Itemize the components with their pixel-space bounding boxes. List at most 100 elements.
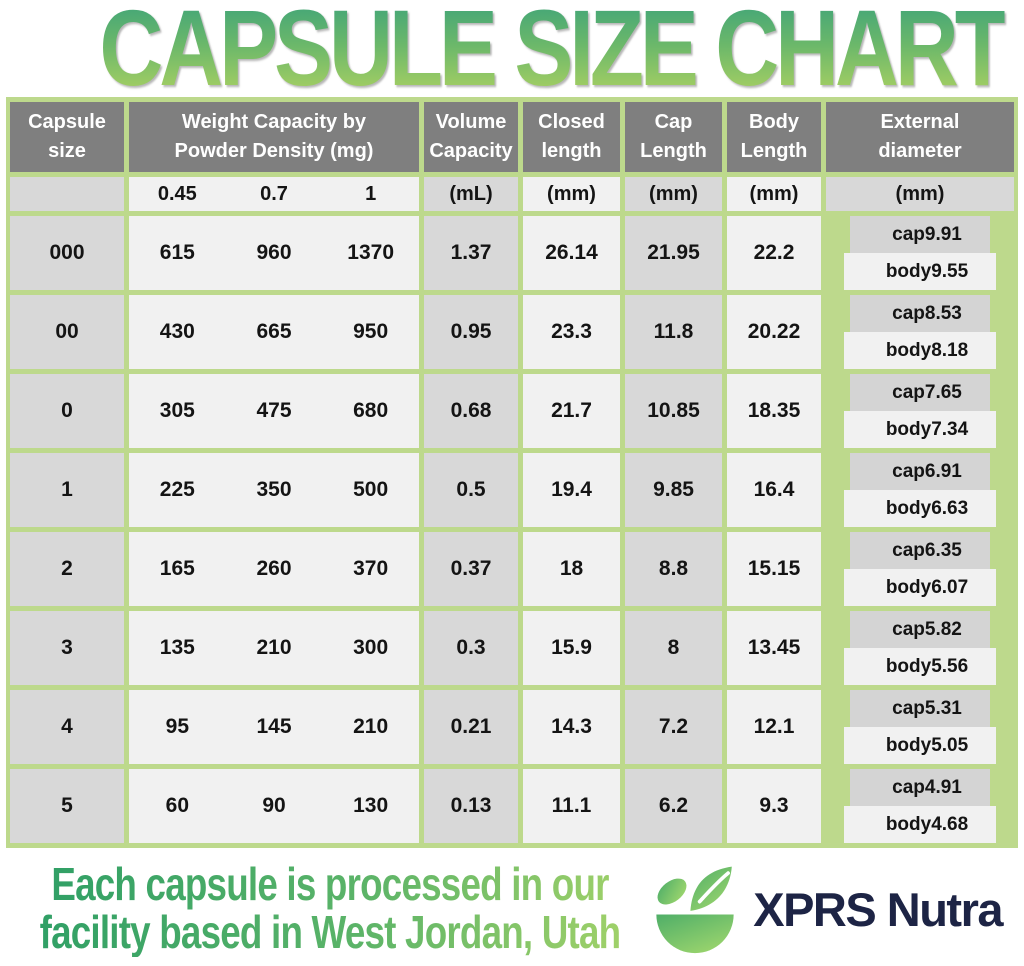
external-body-value: 6.63 [931, 497, 969, 519]
weight-045: 95 [165, 715, 189, 738]
cell-closed-length: 15.9 [523, 611, 620, 685]
weight-1: 130 [353, 794, 389, 817]
cell-external-diameter: cap 8.53 body 8.18 [826, 295, 1014, 369]
weight-07: 260 [256, 557, 292, 580]
cell-size: 000 [10, 216, 124, 290]
cell-closed-length: 21.7 [523, 374, 620, 448]
external-body-label: body [885, 497, 932, 519]
cell-body-length: 20.22 [727, 295, 821, 369]
weight-07: 350 [256, 478, 292, 501]
external-cap-subrow: cap 4.91 [850, 769, 990, 806]
cell-body-length: 16.4 [727, 453, 821, 527]
cell-external-diameter: cap 9.91 body 9.55 [826, 216, 1014, 290]
cell-cap-length: 8.8 [625, 532, 722, 606]
weight-1: 370 [353, 557, 389, 580]
external-cap-value: 6.91 [924, 460, 962, 482]
cell-external-diameter: cap 5.82 body 5.56 [826, 611, 1014, 685]
external-cap-value: 5.31 [924, 697, 962, 719]
cell-weights: 135 210 300 [129, 611, 419, 685]
external-cap-value: 9.91 [924, 223, 962, 245]
external-body-value: 6.07 [931, 576, 969, 598]
cell-cap-length: 9.85 [625, 453, 722, 527]
unit-external: (mm) [826, 177, 1014, 211]
unit-density-1: 1 [365, 182, 377, 205]
cell-cap-length: 10.85 [625, 374, 722, 448]
external-cap-value: 8.53 [924, 302, 962, 324]
cell-external-diameter: cap 5.31 body 5.05 [826, 690, 1014, 764]
cell-cap-length: 21.95 [625, 216, 722, 290]
external-body-subrow: body 9.55 [843, 253, 997, 290]
brand-logo: XPRS Nutra [649, 863, 1003, 955]
weight-045: 305 [159, 399, 195, 422]
external-body-value: 7.34 [931, 418, 969, 440]
page-title-text: CAPSULE SIZE CHART [99, 0, 1008, 108]
external-cap-subrow: cap 9.91 [850, 216, 990, 253]
external-cap-value: 5.82 [924, 618, 962, 640]
cell-cap-length: 6.2 [625, 769, 722, 843]
unit-volume: (mL) [424, 177, 518, 211]
weight-07: 90 [262, 794, 286, 817]
brand-name: XPRS Nutra [753, 882, 1003, 936]
weight-07: 145 [256, 715, 292, 738]
external-cap-label: cap [892, 460, 925, 482]
cell-size: 5 [10, 769, 124, 843]
external-body-subrow: body 7.34 [843, 411, 997, 448]
weight-1: 300 [353, 636, 389, 659]
cell-volume: 0.13 [424, 769, 518, 843]
external-body-value: 8.18 [931, 339, 969, 361]
unit-density-045: 0.45 [157, 182, 197, 205]
cell-size: 2 [10, 532, 124, 606]
cell-volume: 0.5 [424, 453, 518, 527]
unit-cap: (mm) [625, 177, 722, 211]
external-body-subrow: body 5.56 [843, 648, 997, 685]
external-body-value: 5.05 [931, 734, 969, 756]
weight-045: 430 [159, 320, 195, 343]
cell-body-length: 15.15 [727, 532, 821, 606]
cell-size: 0 [10, 374, 124, 448]
external-body-label: body [885, 260, 932, 282]
external-cap-value: 4.91 [924, 776, 962, 798]
weight-045: 135 [159, 636, 195, 659]
external-body-value: 9.55 [931, 260, 969, 282]
weight-045: 165 [159, 557, 195, 580]
header-cap-length: Cap Length [625, 102, 722, 172]
cell-closed-length: 19.4 [523, 453, 620, 527]
external-cap-label: cap [892, 381, 925, 403]
cell-weights: 615 960 1370 [129, 216, 419, 290]
unit-body: (mm) [727, 177, 821, 211]
header-body-length: Body Length [727, 102, 821, 172]
weight-07: 210 [256, 636, 292, 659]
cell-volume: 0.68 [424, 374, 518, 448]
cell-body-length: 12.1 [727, 690, 821, 764]
cell-body-length: 9.3 [727, 769, 821, 843]
external-body-label: body [885, 418, 932, 440]
external-body-label: body [885, 813, 932, 835]
footer-tagline: Each capsule is processed in our facilit… [6, 860, 654, 957]
external-body-value: 4.68 [931, 813, 969, 835]
external-body-subrow: body 6.07 [843, 569, 997, 606]
external-body-subrow: body 4.68 [843, 806, 997, 843]
external-cap-subrow: cap 5.31 [850, 690, 990, 727]
cell-volume: 0.95 [424, 295, 518, 369]
external-cap-label: cap [892, 302, 925, 324]
footer: Each capsule is processed in our facilit… [0, 856, 1024, 962]
external-cap-label: cap [892, 697, 925, 719]
cell-volume: 1.37 [424, 216, 518, 290]
weight-1: 1370 [347, 241, 395, 264]
external-body-subrow: body 6.63 [843, 490, 997, 527]
cell-external-diameter: cap 6.91 body 6.63 [826, 453, 1014, 527]
external-body-subrow: body 5.05 [843, 727, 997, 764]
weight-1: 500 [353, 478, 389, 501]
weight-07: 665 [256, 320, 292, 343]
capsule-size-table: Capsule size Weight Capacity by Powder D… [6, 97, 1018, 848]
cell-weights: 60 90 130 [129, 769, 419, 843]
unit-capsule-size-empty [10, 177, 124, 211]
external-cap-value: 6.35 [924, 539, 962, 561]
external-cap-label: cap [892, 776, 925, 798]
header-closed-length: Closed length [523, 102, 620, 172]
unit-density-07: 0.7 [260, 182, 288, 205]
weight-1: 950 [353, 320, 389, 343]
cell-weights: 430 665 950 [129, 295, 419, 369]
external-body-label: body [885, 576, 932, 598]
external-body-label: body [885, 655, 932, 677]
